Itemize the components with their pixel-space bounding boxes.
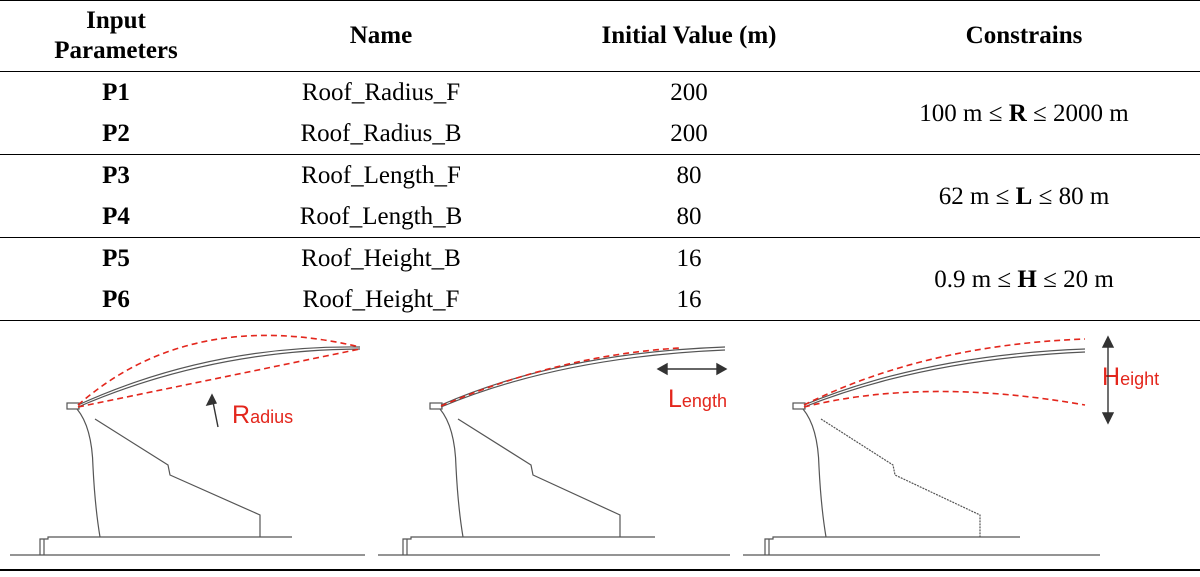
param-id: P3 — [102, 162, 130, 189]
table-row: P6 Roof_Height_F 16 — [0, 279, 1200, 321]
param-value: 200 — [670, 79, 708, 106]
parameters-table: Input Parameters Name Initial Value (m) … — [0, 0, 1200, 321]
radius-label-initial: R — [232, 401, 251, 429]
height-label: Height — [1102, 363, 1159, 392]
param-id: P6 — [0, 279, 232, 321]
length-diagram: Length — [370, 317, 740, 572]
height-diagram: Height — [735, 317, 1159, 572]
height-arrow-icon — [1101, 335, 1115, 425]
height-label-rest: eight — [1120, 369, 1160, 389]
param-value: 16 — [676, 245, 702, 272]
radius-diagram: Radius — [0, 317, 370, 572]
table-header-row: Input Parameters Name Initial Value (m) … — [0, 0, 1200, 72]
param-name: Roof_Radius_B — [232, 113, 530, 155]
radius-label-rest: adius — [250, 407, 294, 427]
param-name: Roof_Radius_F — [301, 79, 461, 106]
table-row: P4 Roof_Length_B 80 — [0, 196, 1200, 238]
param-name: Roof_Length_F — [301, 162, 461, 189]
param-id: P1 — [102, 79, 130, 106]
param-value: 200 — [530, 113, 848, 155]
constraint-height-symbol: H — [1017, 265, 1037, 293]
constraint-length: 62 m ≤ L ≤ 80 m — [848, 154, 1200, 238]
constraint-radius-post: ≤ 2000 m — [1026, 99, 1129, 127]
table-row: P5 Roof_Height_B 16 0.9 m ≤ H ≤ 20 m — [0, 237, 1200, 321]
header-input-parameters-text: Input Parameters — [54, 7, 178, 64]
table-row: P1 Roof_Radius_F 200 100 m ≤ R ≤ 2000 m — [0, 71, 1200, 155]
header-input-parameters: Input Parameters — [0, 0, 232, 72]
constraint-height: 0.9 m ≤ H ≤ 20 m — [848, 237, 1200, 321]
bottom-rule — [0, 569, 1200, 571]
radius-label: Radius — [232, 401, 293, 430]
radius-diagram-drawing — [10, 334, 365, 556]
parameters-table-container: Input Parameters Name Initial Value (m) … — [0, 0, 1200, 321]
roof-diagrams: Radius — [0, 317, 1200, 572]
table-row: P2 Roof_Radius_B 200 — [0, 113, 1200, 155]
param-value: 16 — [530, 279, 848, 321]
constraint-radius-symbol: R — [1008, 99, 1027, 127]
constraint-radius: 100 m ≤ R ≤ 2000 m — [848, 71, 1200, 155]
param-value: 80 — [530, 196, 848, 238]
param-id: P2 — [0, 113, 232, 155]
constraint-length-pre: 62 m ≤ — [938, 182, 1016, 210]
length-label-rest: ength — [681, 391, 727, 411]
param-id: P5 — [102, 245, 130, 272]
param-name: Roof_Length_B — [232, 196, 530, 238]
constraint-height-post: ≤ 20 m — [1036, 265, 1114, 293]
param-name: Roof_Height_F — [232, 279, 530, 321]
height-label-initial: H — [1102, 363, 1121, 391]
param-name: Roof_Height_B — [301, 245, 461, 272]
length-label: Length — [668, 385, 727, 414]
constraint-length-symbol: L — [1015, 182, 1033, 210]
param-id: P4 — [0, 196, 232, 238]
constraint-length-post: ≤ 80 m — [1032, 182, 1110, 210]
header-name: Name — [232, 0, 530, 72]
length-diagram-drawing — [378, 346, 730, 556]
constraint-radius-pre: 100 m ≤ — [919, 99, 1009, 127]
header-constraints: Constrains — [848, 0, 1200, 72]
header-initial-value: Initial Value (m) — [530, 0, 848, 72]
constraint-height-pre: 0.9 m ≤ — [934, 265, 1018, 293]
table-row: P3 Roof_Length_F 80 62 m ≤ L ≤ 80 m — [0, 154, 1200, 238]
length-label-initial: L — [668, 385, 682, 413]
height-diagram-drawing — [743, 338, 1110, 556]
param-value: 80 — [676, 162, 702, 189]
